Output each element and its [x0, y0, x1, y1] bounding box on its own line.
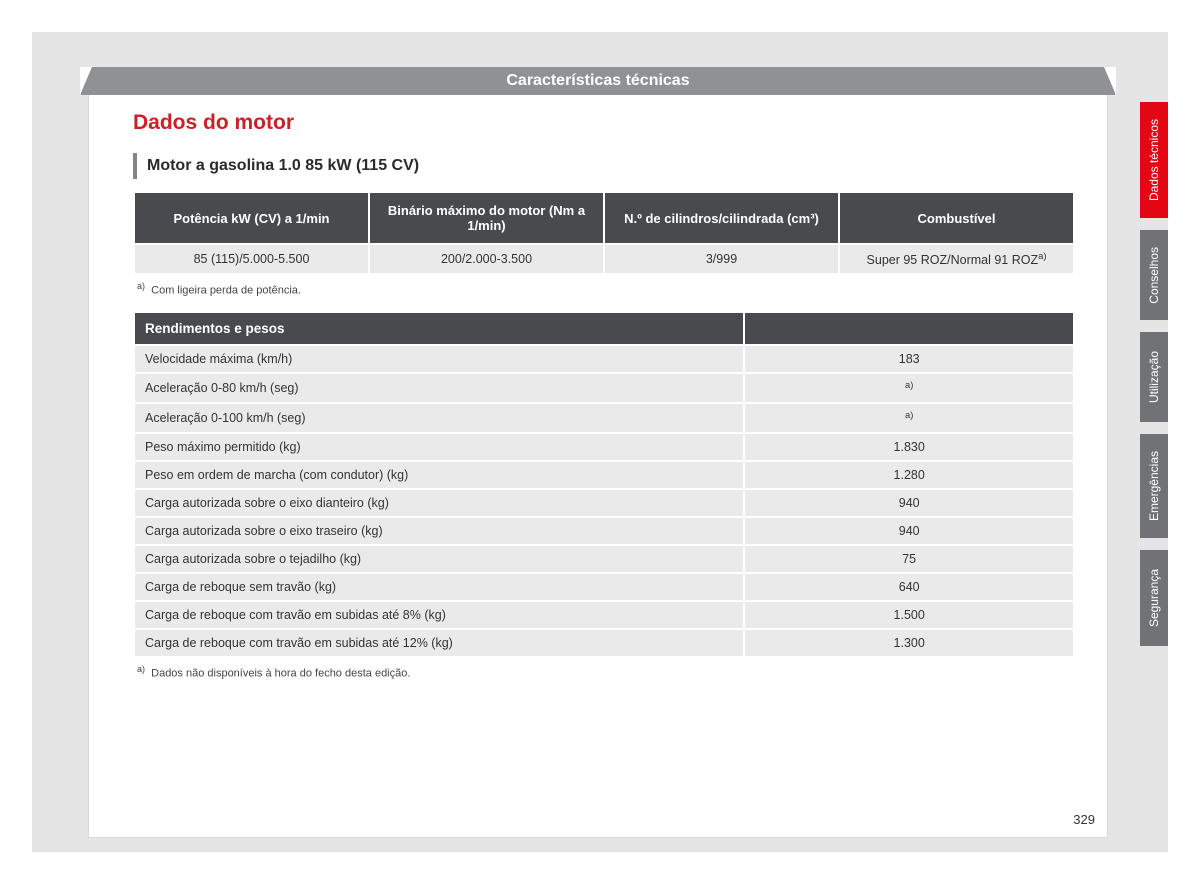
content-area: Dados do motor Motor a gasolina 1.0 85 k…	[133, 111, 1075, 694]
side-tab-label: Segurança	[1147, 559, 1161, 637]
engine-spec-table: Potência kW (CV) a 1/min Binário máximo …	[133, 191, 1075, 275]
perf-row-value: a)	[745, 374, 1073, 402]
header-title-bar: Características técnicas	[81, 67, 1115, 95]
side-tab-label: Emergências	[1147, 441, 1161, 531]
perf-row-value: 1.830	[745, 434, 1073, 460]
perf-row-label: Carga autorizada sobre o tejadilho (kg)	[135, 546, 743, 572]
side-tab-label: Utilização	[1147, 341, 1161, 413]
perf-header-label: Rendimentos e pesos	[135, 313, 743, 344]
cell-cylinders: 3/999	[605, 245, 838, 273]
perf-row-value: 940	[745, 518, 1073, 544]
perf-row-value: 1.280	[745, 462, 1073, 488]
side-tab[interactable]: Emergências	[1140, 434, 1168, 538]
col-torque: Binário máximo do motor (Nm a 1/min)	[370, 193, 603, 243]
perf-row-value: 1.500	[745, 602, 1073, 628]
perf-row-value: 1.300	[745, 630, 1073, 656]
perf-table-row: Peso em ordem de marcha (com condutor) (…	[135, 462, 1073, 488]
side-tabs: Dados técnicos Conselhos Utilização Emergên…	[1140, 102, 1168, 658]
perf-row-label: Carga de reboque sem travão (kg)	[135, 574, 743, 600]
cell-power: 85 (115)/5.000-5.500	[135, 245, 368, 273]
perf-row-label: Aceleração 0-80 km/h (seg)	[135, 374, 743, 402]
page: Características técnicas Dados do motor …	[88, 68, 1108, 838]
perf-table-row: Carga autorizada sobre o eixo dianteiro …	[135, 490, 1073, 516]
side-tab-label: Dados técnicos	[1147, 109, 1161, 211]
side-tab[interactable]: Dados técnicos	[1140, 102, 1168, 218]
side-tab[interactable]: Conselhos	[1140, 230, 1168, 320]
perf-row-value: 640	[745, 574, 1073, 600]
perf-row-label: Carga de reboque com travão em subidas a…	[135, 602, 743, 628]
performance-table: Rendimentos e pesos Velocidade máxima (k…	[133, 311, 1075, 658]
subsection-title: Motor a gasolina 1.0 85 kW (115 CV)	[133, 153, 1075, 179]
perf-row-value: 75	[745, 546, 1073, 572]
perf-row-label: Aceleração 0-100 km/h (seg)	[135, 404, 743, 432]
perf-row-label: Velocidade máxima (km/h)	[135, 346, 743, 372]
perf-table-header-row: Rendimentos e pesos	[135, 313, 1073, 344]
section-title: Dados do motor	[133, 111, 1075, 135]
perf-row-value: 940	[745, 490, 1073, 516]
perf-table-row: Carga de reboque sem travão (kg)640	[135, 574, 1073, 600]
col-cylinders: N.º de cilindros/cilindrada (cm³)	[605, 193, 838, 243]
engine-table-header-row: Potência kW (CV) a 1/min Binário máximo …	[135, 193, 1073, 243]
perf-row-label: Carga autorizada sobre o eixo dianteiro …	[135, 490, 743, 516]
perf-row-label: Peso em ordem de marcha (com condutor) (…	[135, 462, 743, 488]
perf-table-row: Carga autorizada sobre o eixo traseiro (…	[135, 518, 1073, 544]
perf-table-row: Carga de reboque com travão em subidas a…	[135, 602, 1073, 628]
perf-row-label: Carga de reboque com travão em subidas a…	[135, 630, 743, 656]
side-tab[interactable]: Segurança	[1140, 550, 1168, 646]
header-title: Características técnicas	[506, 72, 689, 89]
perf-row-label: Peso máximo permitido (kg)	[135, 434, 743, 460]
engine-table-data-row: 85 (115)/5.000-5.500 200/2.000-3.500 3/9…	[135, 245, 1073, 273]
page-number: 329	[1073, 812, 1095, 827]
perf-table-row: Aceleração 0-80 km/h (seg)a)	[135, 374, 1073, 402]
perf-table-row: Peso máximo permitido (kg)1.830	[135, 434, 1073, 460]
perf-table-row: Carga autorizada sobre o tejadilho (kg)7…	[135, 546, 1073, 572]
footnote-1: a) Com ligeira perda de potência.	[137, 281, 1075, 297]
cell-torque: 200/2.000-3.500	[370, 245, 603, 273]
perf-table-row: Aceleração 0-100 km/h (seg)a)	[135, 404, 1073, 432]
col-fuel: Combustível	[840, 193, 1073, 243]
perf-row-label: Carga autorizada sobre o eixo traseiro (…	[135, 518, 743, 544]
side-tab-label: Conselhos	[1147, 237, 1161, 314]
cell-fuel: Super 95 ROZ/Normal 91 ROZa)	[840, 245, 1073, 273]
perf-table-row: Carga de reboque com travão em subidas a…	[135, 630, 1073, 656]
col-power: Potência kW (CV) a 1/min	[135, 193, 368, 243]
perf-row-value: a)	[745, 404, 1073, 432]
perf-header-empty	[745, 313, 1073, 344]
outer-frame: Características técnicas Dados do motor …	[32, 32, 1168, 852]
footnote-2: a) Dados não disponíveis à hora do fecho…	[137, 664, 1075, 680]
perf-row-value: 183	[745, 346, 1073, 372]
perf-table-row: Velocidade máxima (km/h)183	[135, 346, 1073, 372]
side-tab[interactable]: Utilização	[1140, 332, 1168, 422]
